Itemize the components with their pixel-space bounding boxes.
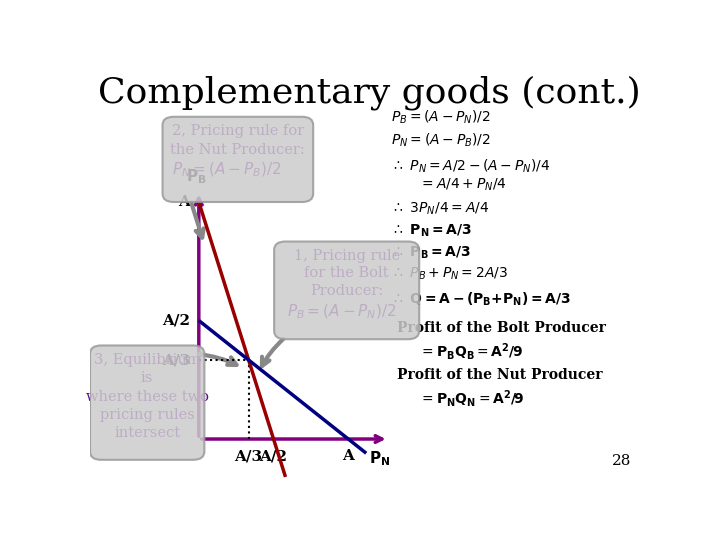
Text: 28: 28 [612,454,631,468]
Text: A: A [179,195,190,209]
Text: pricing rules: pricing rules [100,408,194,422]
Text: Profit of the Nut Producer: Profit of the Nut Producer [397,368,603,381]
Text: A/3: A/3 [235,449,263,463]
Text: $= \mathbf{P_N Q_N} = \mathbf{A^2/9}$: $= \mathbf{P_N Q_N} = \mathbf{A^2/9}$ [419,388,525,409]
Text: $= \mathbf{P_B Q_B} = \mathbf{A^2/9}$: $= \mathbf{P_B Q_B} = \mathbf{A^2/9}$ [419,341,523,362]
Text: where these two: where these two [86,389,209,403]
Text: 1, Pricing rule: 1, Pricing rule [294,249,400,263]
Text: A/2: A/2 [259,449,287,463]
Text: for the Bolt: for the Bolt [305,266,389,280]
Text: A: A [342,449,354,463]
Text: Profit of the Bolt Producer: Profit of the Bolt Producer [397,321,606,334]
Text: $\therefore\ P_B + P_N = 2A/3$: $\therefore\ P_B + P_N = 2A/3$ [392,266,508,282]
Text: $\mathbf{P_N}$: $\mathbf{P_N}$ [369,449,390,468]
Text: $P_B = (A - P_N)/2$: $P_B = (A - P_N)/2$ [287,303,396,321]
Text: is: is [141,371,153,385]
Text: Complementary goods (cont.): Complementary goods (cont.) [98,75,640,110]
Text: $\mathbf{P_B}$: $\mathbf{P_B}$ [186,167,207,186]
Text: $P_N = (A - P_B)/2$: $P_N = (A - P_B)/2$ [172,161,282,179]
Text: A/2: A/2 [163,314,190,328]
Text: $P_N = (A - P_B)/2$: $P_N = (A - P_B)/2$ [392,131,491,148]
Text: $\therefore\ \mathbf{P_N = A/3}$: $\therefore\ \mathbf{P_N = A/3}$ [392,223,472,239]
Text: A/3: A/3 [162,353,190,367]
Text: $\therefore\ 3P_N/4 = A/4$: $\therefore\ 3P_N/4 = A/4$ [392,201,490,217]
Text: Producer:: Producer: [310,284,383,298]
Text: $P_B = (A - P_N)/2$: $P_B = (A - P_N)/2$ [392,109,491,126]
Text: intersect: intersect [114,426,180,440]
Text: $= A/4 + P_N/4$: $= A/4 + P_N/4$ [419,177,507,193]
Text: 3, Equilibrium: 3, Equilibrium [94,353,200,367]
FancyBboxPatch shape [163,117,313,202]
FancyBboxPatch shape [274,241,419,339]
Text: $\therefore\ \mathbf{Q = A - (P_B{+}P_N) = A/3}$: $\therefore\ \mathbf{Q = A - (P_B{+}P_N)… [392,291,571,308]
Text: the Nut Producer:: the Nut Producer: [171,143,305,157]
Text: $\therefore\ \mathbf{P_B = A/3}$: $\therefore\ \mathbf{P_B = A/3}$ [392,245,472,261]
Text: 2, Pricing rule for: 2, Pricing rule for [172,124,304,138]
Text: $\therefore\ P_N = A/2 - (A - P_N)/4$: $\therefore\ P_N = A/2 - (A - P_N)/4$ [392,157,551,174]
FancyBboxPatch shape [90,346,204,460]
